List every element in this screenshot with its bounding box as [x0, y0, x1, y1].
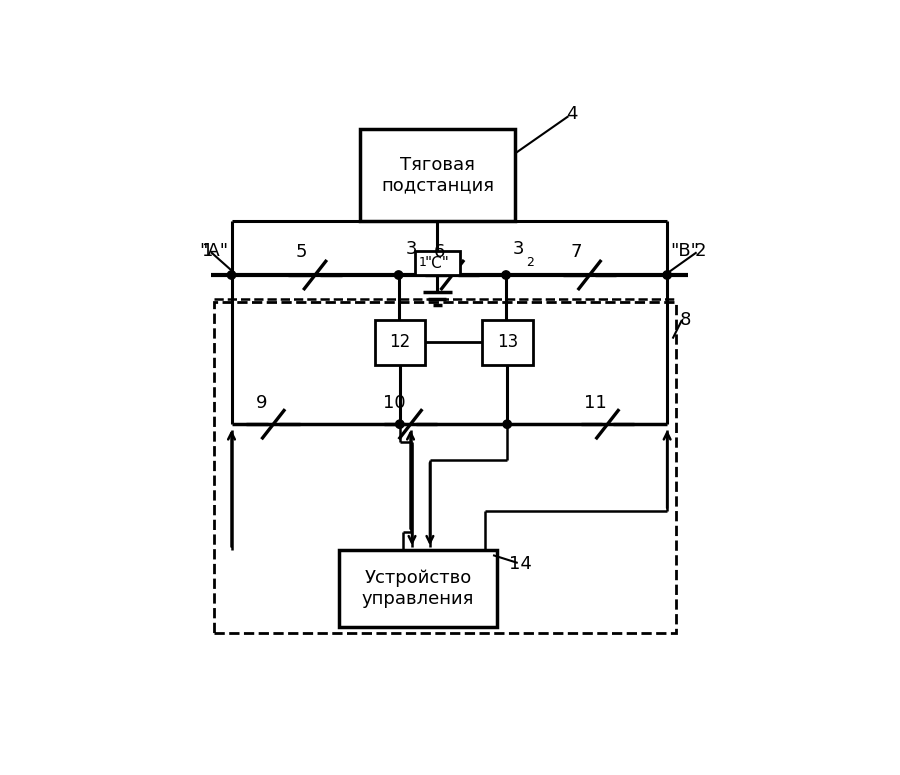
Text: 7: 7: [571, 243, 582, 261]
Bar: [374, 320, 426, 364]
Circle shape: [502, 270, 510, 279]
Text: 4: 4: [566, 105, 578, 123]
Text: Устройство
управления: Устройство управления: [362, 569, 474, 608]
Text: 14: 14: [509, 556, 533, 574]
Text: 9: 9: [256, 394, 267, 412]
Text: 3: 3: [513, 240, 525, 258]
Circle shape: [228, 270, 236, 279]
Text: "C": "C": [425, 256, 450, 270]
Text: Тяговая
подстанция: Тяговая подстанция: [381, 156, 494, 195]
Circle shape: [503, 420, 511, 429]
Text: 13: 13: [497, 333, 518, 351]
Text: 3: 3: [406, 240, 418, 258]
Text: 2: 2: [694, 242, 706, 260]
Text: 12: 12: [390, 333, 410, 351]
Bar: [213, 301, 676, 633]
Bar: [360, 129, 515, 222]
Circle shape: [396, 420, 404, 429]
Bar: [482, 320, 533, 364]
Text: 8: 8: [680, 311, 690, 329]
Circle shape: [394, 270, 403, 279]
Text: 2: 2: [526, 256, 534, 269]
Text: 1: 1: [418, 256, 427, 269]
Text: "В": "В": [670, 242, 699, 260]
Text: 5: 5: [295, 243, 307, 261]
Text: 1: 1: [202, 242, 213, 260]
Text: 10: 10: [383, 394, 406, 412]
Text: 6: 6: [434, 243, 445, 261]
Circle shape: [663, 270, 671, 279]
Text: 11: 11: [584, 394, 607, 412]
Bar: [415, 251, 460, 275]
Text: "А": "А": [200, 242, 229, 260]
Bar: [339, 549, 497, 627]
